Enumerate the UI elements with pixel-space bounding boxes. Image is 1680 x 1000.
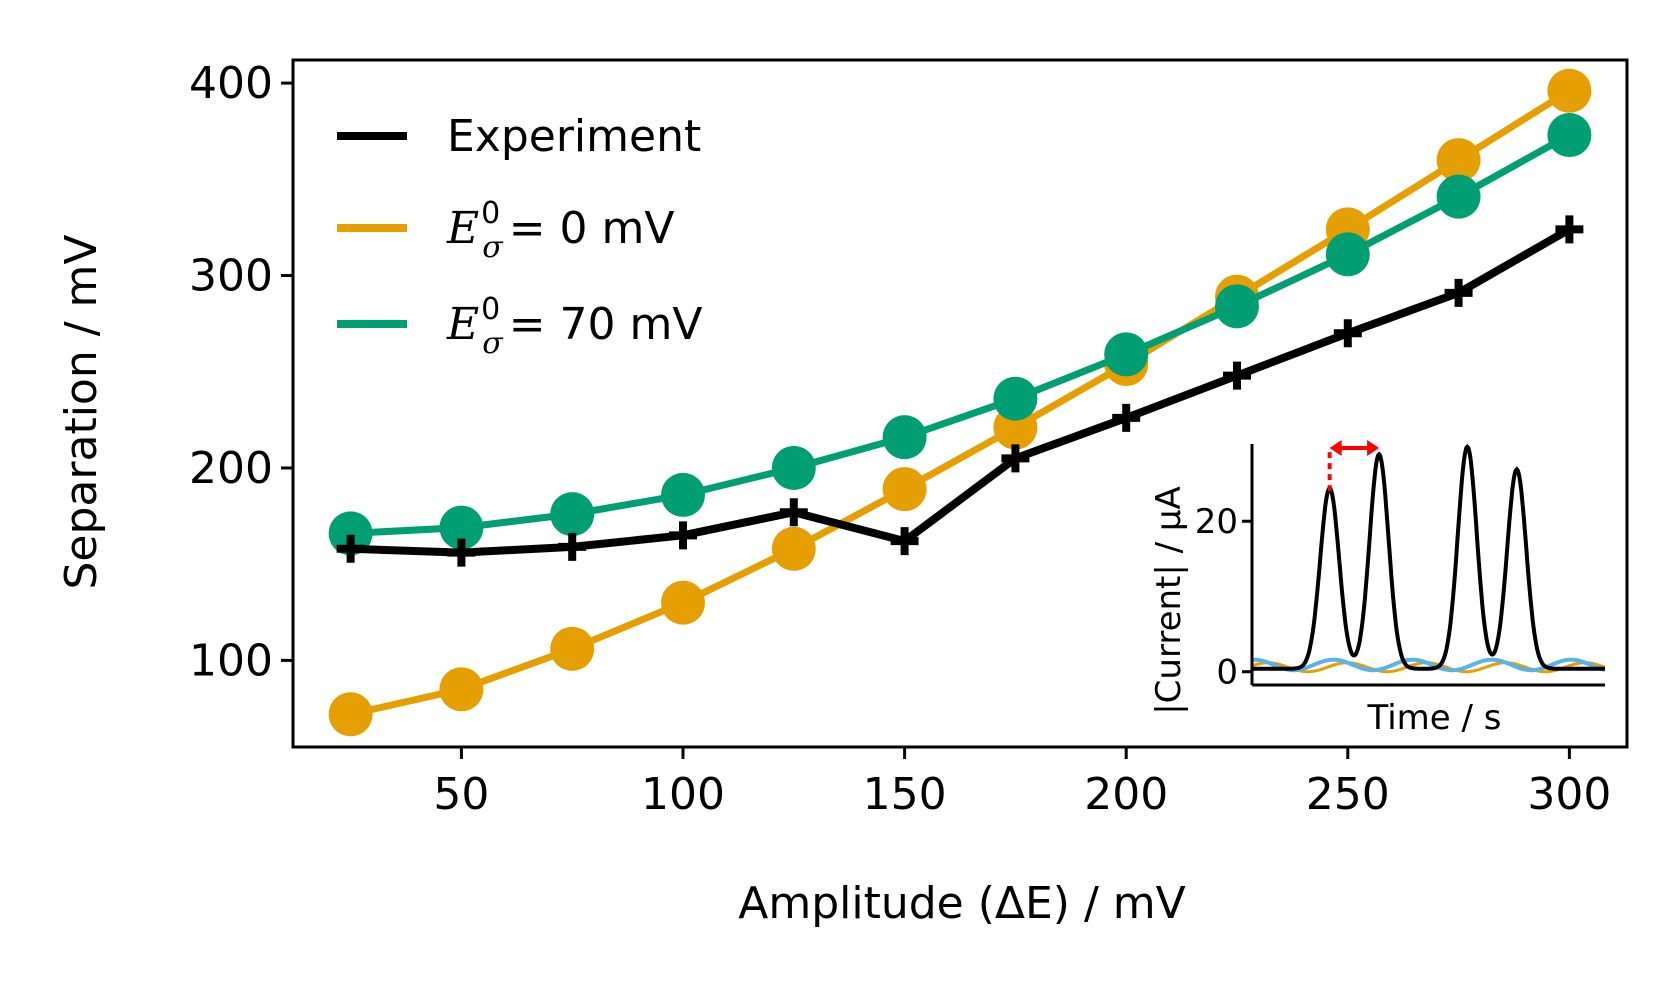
series-0-point-8: [1222, 361, 1251, 390]
series-1-point-0: [328, 692, 373, 737]
inset-y-axis-label: |Current| / µA: [1149, 486, 1189, 715]
inset-arrowhead-right: [1367, 440, 1380, 456]
series-0-point-7: [1112, 403, 1141, 432]
series-2-point-2: [550, 492, 595, 537]
x-tick-label: 100: [641, 769, 725, 820]
series-1-point-10: [1436, 138, 1481, 183]
series-1-point-2: [550, 626, 595, 671]
inset-arrowhead-left: [1329, 440, 1342, 456]
series-1-point-4: [771, 526, 816, 571]
legend-label-0: Experiment: [447, 111, 701, 162]
y-axis-label: Separation / mV: [56, 235, 107, 590]
series-2-point-8: [1214, 284, 1259, 329]
x-axis-label: Amplitude (ΔE) / mV: [738, 878, 1185, 929]
series-1-point-3: [661, 580, 706, 625]
series-0-point-9: [1333, 319, 1362, 348]
series-2-point-0: [328, 511, 373, 556]
series-1-point-1: [439, 667, 484, 712]
series-0-point-4: [779, 498, 808, 527]
y-tick-label: 400: [189, 58, 273, 109]
x-tick-label: 250: [1306, 769, 1390, 820]
series-2-point-4: [771, 445, 816, 490]
series-0-point-2: [558, 532, 587, 561]
series-0-point-1: [447, 538, 476, 567]
inset-x-axis-label: Time / s: [1367, 698, 1502, 738]
x-tick-label: 150: [863, 769, 947, 820]
series-0-point-3: [669, 521, 698, 550]
series-2-point-3: [661, 472, 706, 517]
series-2-point-7: [1104, 332, 1149, 377]
series-0-point-0: [336, 534, 365, 563]
series-0-point-5: [890, 527, 919, 556]
x-tick-label: 200: [1084, 769, 1168, 820]
series-line-0: [350, 225, 1572, 557]
series-0-point-11: [1555, 215, 1584, 244]
series-2-point-5: [882, 415, 927, 460]
series-1-point-11: [1547, 68, 1592, 113]
series-2-point-1: [439, 505, 484, 550]
y-tick-label: 100: [189, 635, 273, 686]
plot-frame: [291, 58, 1629, 749]
inset-current-trace: [1252, 443, 1605, 671]
inset-background: [1238, 442, 1607, 693]
inset-y-tick-label: 0: [1216, 653, 1238, 693]
x-tick-label: 50: [433, 769, 489, 820]
legend: Experiment E0 σ = 0 mV E0 σ = 70 mV: [337, 111, 703, 361]
inset-plot-layer: 0 20 Time / s |Current| / µA: [1149, 440, 1607, 738]
y-tick-label: 200: [189, 443, 273, 494]
x-tick-label: 300: [1527, 769, 1611, 820]
series-2-point-6: [993, 376, 1038, 421]
series-1-point-5: [882, 467, 927, 512]
inset-y-tick-label: 20: [1195, 502, 1238, 542]
series-2-point-10: [1436, 174, 1481, 219]
series-0-point-6: [1001, 444, 1030, 473]
series-2-point-9: [1325, 232, 1370, 277]
series-0-point-10: [1444, 278, 1473, 307]
series-2-point-11: [1547, 113, 1592, 158]
legend-label-2: E0 σ = 70 mV: [446, 292, 703, 361]
y-tick-label: 300: [189, 251, 273, 302]
legend-label-1: E0 σ = 0 mV: [446, 196, 675, 265]
